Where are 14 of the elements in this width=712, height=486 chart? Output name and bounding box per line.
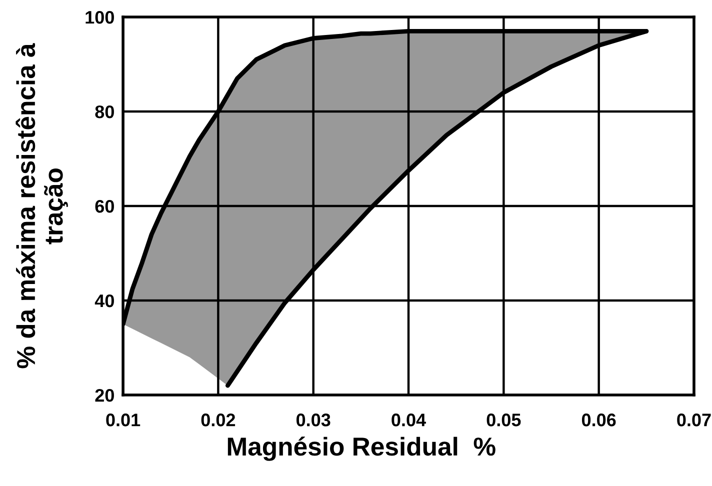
y-tick-label: 80 — [95, 105, 114, 118]
x-tick-label: 0.02 — [201, 414, 236, 426]
y-tick-label: 40 — [94, 294, 114, 308]
y-tick-label: 100 — [86, 10, 114, 24]
y-tick-label: 60 — [95, 200, 114, 213]
x-tick-label: 0.05 — [486, 414, 521, 426]
x-tick-label: 0.06 — [582, 414, 616, 426]
x-axis-title: Magnésio Residual % — [228, 436, 496, 461]
y-tick-label: 20 — [95, 388, 114, 402]
y-axis-title: % da máxima resistência à tração — [16, 43, 68, 368]
x-tick-label: 0.04 — [392, 414, 426, 426]
x-tick-label: 0.07 — [677, 414, 711, 426]
x-tick-label: 0.01 — [106, 414, 140, 426]
x-tick-label: 0.03 — [296, 414, 330, 426]
